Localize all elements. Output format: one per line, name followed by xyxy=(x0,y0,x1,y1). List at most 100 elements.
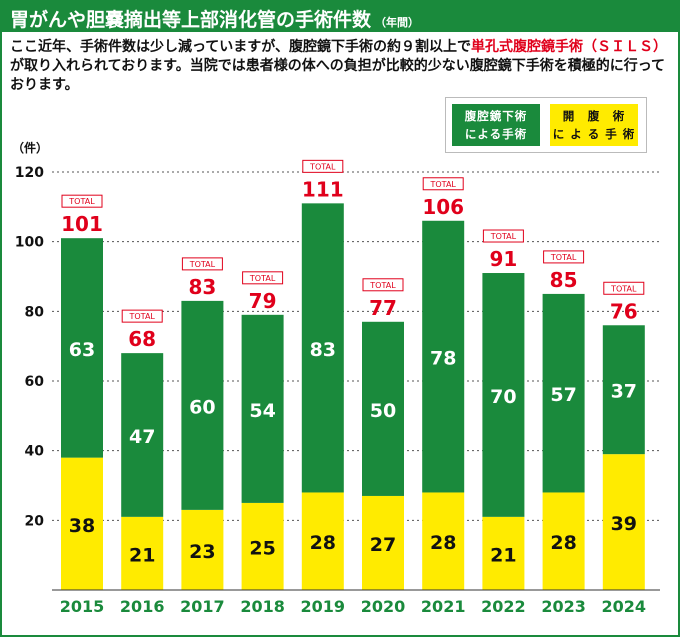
bar-open xyxy=(181,509,224,590)
x-tick-label: 2019 xyxy=(301,597,346,616)
bar-open xyxy=(301,492,344,590)
bar-laparoscopic xyxy=(362,321,404,496)
total-value: 79 xyxy=(249,289,277,313)
data-label-open: 21 xyxy=(490,544,516,566)
description-part1: ここ近年、手術件数は少し減っていますが、腹腔鏡下手術の約９割以上で xyxy=(10,39,472,55)
legend-open: 開 腹 術 に よ る 手 術 xyxy=(550,104,638,146)
total-badge xyxy=(181,257,223,271)
y-tick-label: 80 xyxy=(25,304,45,320)
data-label-open: 23 xyxy=(189,541,215,563)
bar-laparoscopic xyxy=(482,273,525,517)
total-badge-label: TOTAL xyxy=(430,180,457,189)
description-part2: が取り入れられております。当院では患者様の体への負担が比較的少ない腹腔鏡下手術を… xyxy=(10,58,666,93)
x-tick-label: 2017 xyxy=(180,597,225,616)
bar-open xyxy=(482,516,525,590)
data-label-open: 28 xyxy=(550,532,576,554)
total-badge-label: TOTAL xyxy=(369,281,396,290)
x-tick-label: 2022 xyxy=(481,597,526,616)
bar-open xyxy=(422,492,465,590)
bar-laparoscopic xyxy=(422,220,465,493)
legend-open-line2: に よ る 手 術 xyxy=(552,127,636,141)
page-title-sub: （年間） xyxy=(375,16,420,29)
data-label-open: 25 xyxy=(249,537,275,559)
data-label-open: 27 xyxy=(370,534,396,556)
x-tick-label: 2015 xyxy=(60,597,105,616)
bars xyxy=(61,203,645,590)
total-value: 91 xyxy=(489,247,517,271)
data-label-laparoscopic: 50 xyxy=(370,400,396,422)
x-tick-label: 2021 xyxy=(421,597,466,616)
total-badge-label: TOTAL xyxy=(490,232,517,241)
bar-laparoscopic xyxy=(301,203,344,493)
total-badge-label: TOTAL xyxy=(68,197,95,206)
total-badge-label: TOTAL xyxy=(249,274,276,283)
data-label-open: 38 xyxy=(69,515,95,537)
page-title: 胃がんや胆嚢摘出等上部消化管の手術件数 xyxy=(10,9,372,31)
y-tick-label: 100 xyxy=(15,235,44,251)
data-label-laparoscopic: 63 xyxy=(69,339,95,361)
total-badge xyxy=(61,194,103,208)
legend-laparoscopic: 腹腔鏡下術 による手術 xyxy=(452,104,540,146)
data-label-open: 21 xyxy=(129,544,155,566)
total-value: 76 xyxy=(610,299,638,323)
bar-laparoscopic xyxy=(121,353,164,517)
x-tick-label: 2016 xyxy=(120,597,165,616)
data-label-laparoscopic: 57 xyxy=(550,384,576,406)
data-label-laparoscopic: 54 xyxy=(249,400,275,422)
bar-open xyxy=(241,502,284,590)
total-badge xyxy=(362,278,404,292)
legend: 腹腔鏡下術 による手術 開 腹 術 に よ る 手 術 xyxy=(445,97,647,153)
bar-open xyxy=(121,516,164,590)
total-value: 101 xyxy=(61,212,103,236)
total-badge xyxy=(482,229,524,243)
total-badge-label: TOTAL xyxy=(129,312,156,321)
total-value: 83 xyxy=(188,275,216,299)
data-label-open: 39 xyxy=(611,513,637,535)
data-label-open: 28 xyxy=(430,532,456,554)
y-tick-label: 60 xyxy=(25,374,45,390)
y-tick-label: 20 xyxy=(25,513,45,529)
y-axis-unit-label: （件） xyxy=(12,140,48,155)
data-label-laparoscopic: 78 xyxy=(430,348,456,370)
data-label-open: 28 xyxy=(310,532,336,554)
total-badge xyxy=(543,250,585,264)
total-badge-label: TOTAL xyxy=(550,253,577,262)
bar-laparoscopic xyxy=(241,314,284,503)
total-value: 85 xyxy=(550,268,578,292)
total-badge xyxy=(242,271,284,285)
bar-laparoscopic xyxy=(181,300,224,510)
bar-open xyxy=(362,495,404,590)
bar-laparoscopic xyxy=(61,238,103,458)
bar-open xyxy=(602,454,645,590)
total-badge-label: TOTAL xyxy=(309,162,336,171)
x-tick-label: 2023 xyxy=(541,597,586,616)
x-tick-label: 2024 xyxy=(602,597,647,616)
description-highlight: 単孔式腹腔鏡手術（ＳＩＬＳ） xyxy=(471,39,668,55)
x-tick-label: 2018 xyxy=(240,597,285,616)
legend-open-line1: 開 腹 術 xyxy=(562,109,626,123)
bar-open xyxy=(61,457,103,590)
description-text: ここ近年、手術件数は少し減っていますが、腹腔鏡下手術の約９割以上で単孔式腹腔鏡手… xyxy=(10,38,675,95)
title-bar: 胃がんや胆嚢摘出等上部消化管の手術件数 （年間） xyxy=(2,2,678,32)
total-value: 77 xyxy=(369,296,397,320)
total-badge-label: TOTAL xyxy=(610,284,637,293)
total-badge xyxy=(422,177,464,191)
total-badge xyxy=(302,159,344,173)
legend-laparoscopic-line1: 腹腔鏡下術 xyxy=(464,109,528,123)
data-label-laparoscopic: 60 xyxy=(189,396,215,418)
y-tick-label: 120 xyxy=(15,165,44,181)
data-label-laparoscopic: 70 xyxy=(490,386,516,408)
data-label-laparoscopic: 83 xyxy=(310,339,336,361)
total-value: 106 xyxy=(422,195,464,219)
bar-open xyxy=(542,492,585,590)
bar-laparoscopic xyxy=(542,293,585,493)
legend-laparoscopic-line2: による手術 xyxy=(464,127,528,141)
total-badge xyxy=(121,309,163,323)
data-label-laparoscopic: 37 xyxy=(611,381,637,403)
total-value: 68 xyxy=(128,327,156,351)
total-badge xyxy=(603,281,645,295)
x-tick-label: 2020 xyxy=(361,597,406,616)
total-badge-label: TOTAL xyxy=(189,260,216,269)
y-tick-label: 40 xyxy=(25,444,45,460)
